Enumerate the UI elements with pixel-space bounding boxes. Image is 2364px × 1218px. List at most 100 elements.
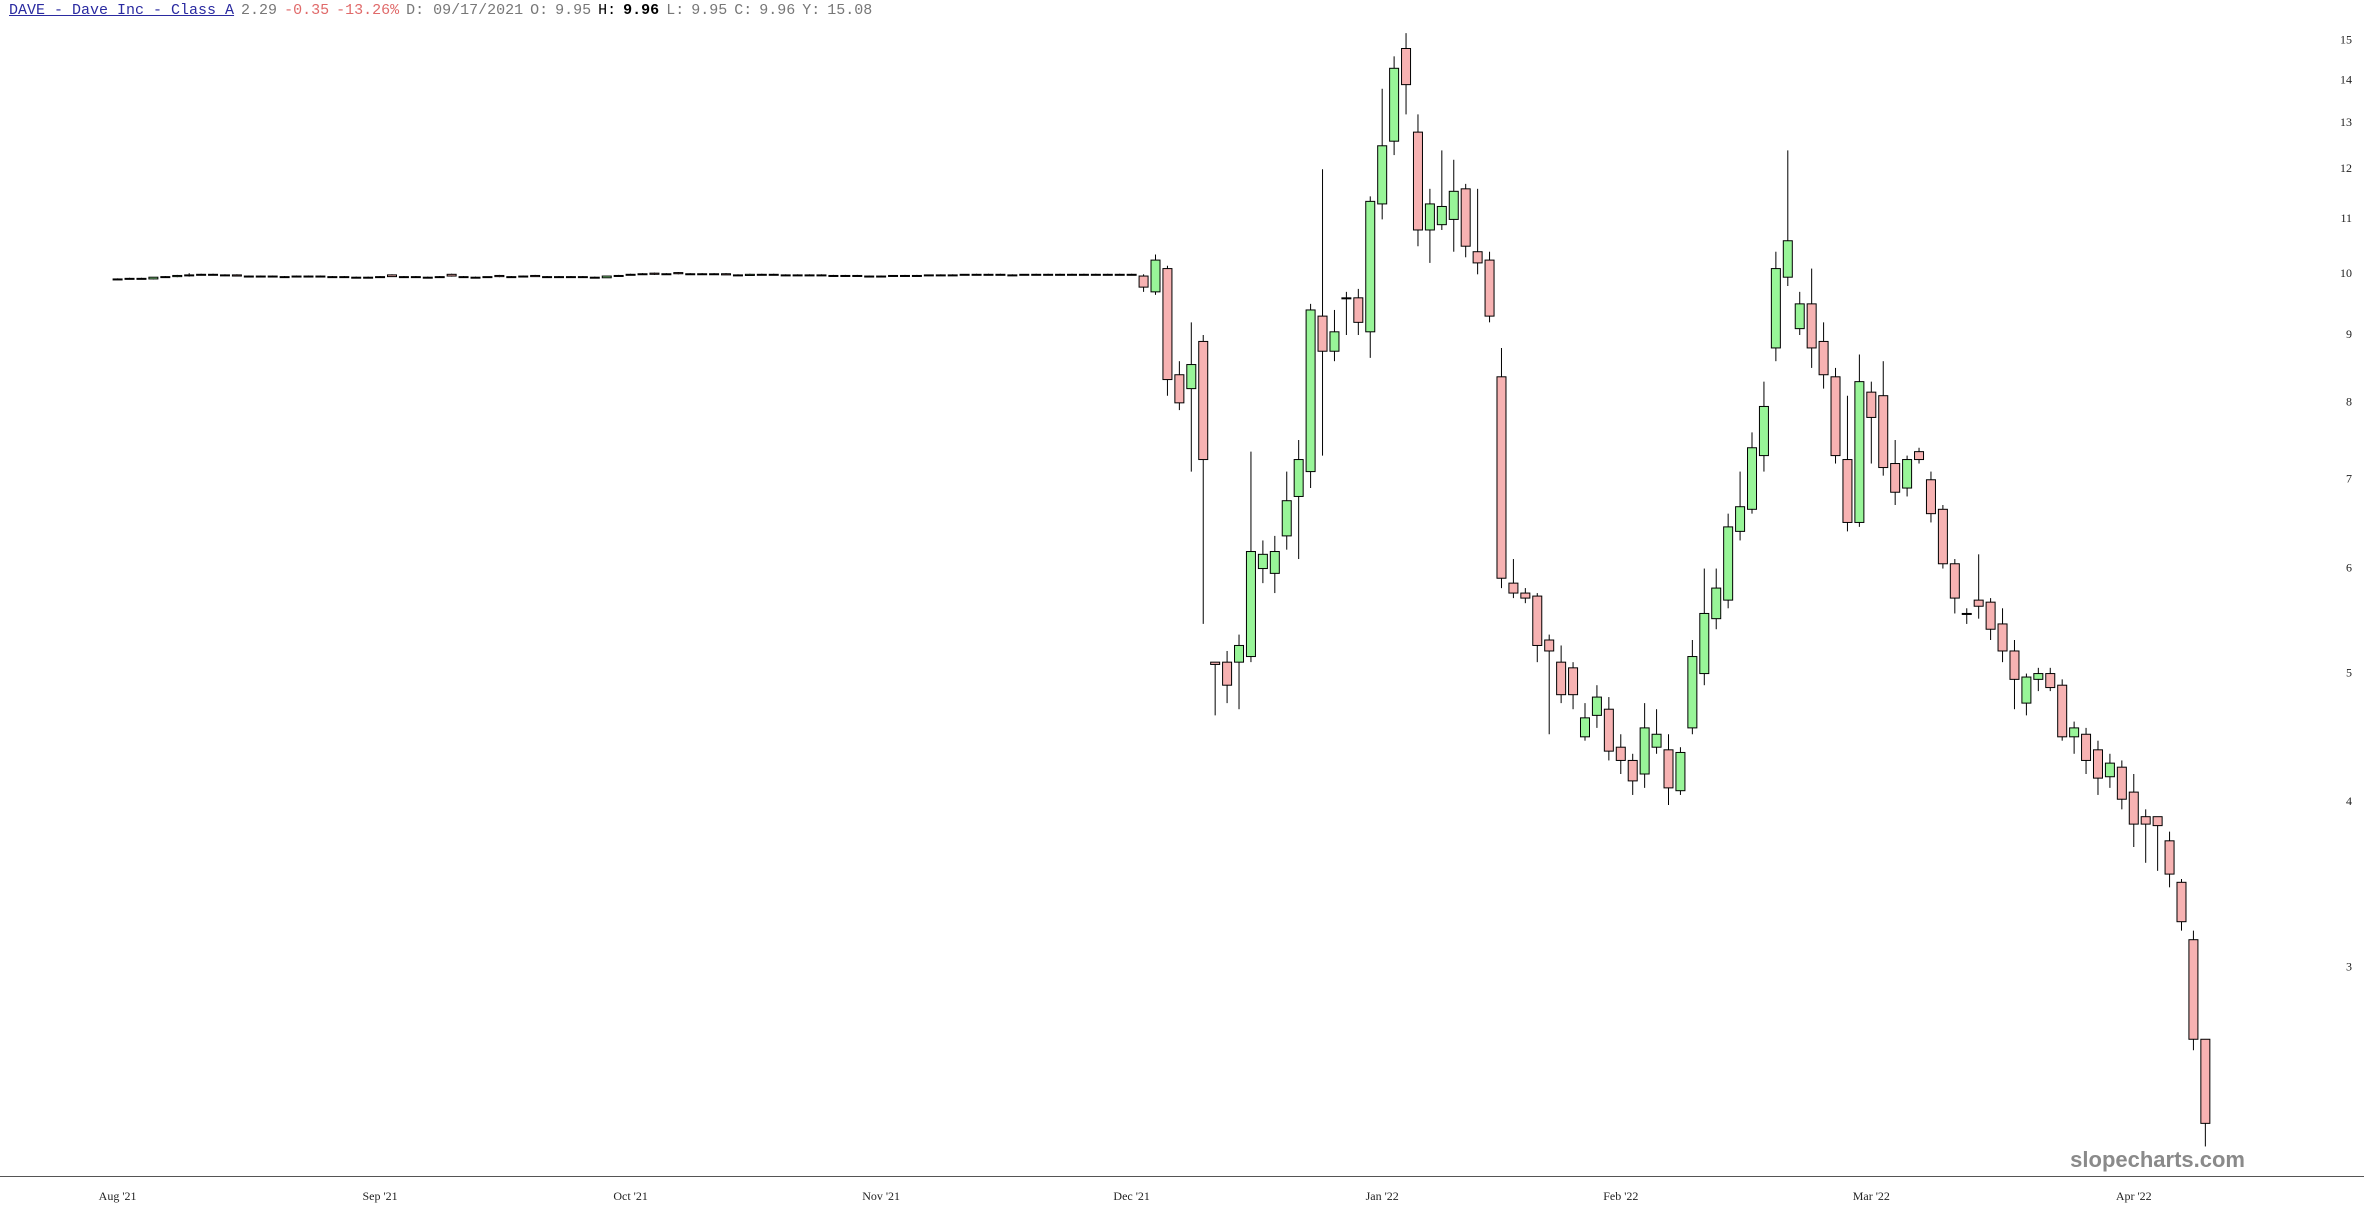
candle-body	[1961, 612, 1972, 615]
candle-body	[339, 276, 350, 279]
candle-body	[386, 274, 397, 278]
candle-body	[876, 275, 887, 278]
candle-body	[1556, 661, 1567, 696]
candle-body	[613, 274, 624, 277]
change: -0.35	[284, 2, 330, 19]
candle-body	[196, 273, 207, 276]
candle-body	[2081, 733, 2092, 761]
low-label: L:	[666, 2, 685, 19]
y-tick-label: 15	[2340, 33, 2352, 47]
candle-body	[2152, 816, 2163, 827]
open-value: 9.95	[555, 2, 592, 19]
candle-body	[1675, 751, 1686, 792]
candle-body	[601, 275, 612, 279]
candle-body	[1019, 273, 1030, 276]
candle-body	[1544, 639, 1555, 652]
candle-body	[888, 274, 899, 277]
candle-body	[2092, 749, 2103, 779]
watermark: slopecharts.com	[2070, 1147, 2245, 1172]
candle-body	[1198, 340, 1209, 461]
candle-body	[2116, 766, 2127, 800]
candle-body	[184, 274, 195, 277]
candle-body	[1401, 47, 1412, 86]
candle-body	[1353, 297, 1364, 323]
candle-body	[1496, 376, 1507, 579]
candle-body	[1222, 661, 1233, 686]
x-tick-label: Nov '21	[862, 1189, 900, 1203]
candle-body	[458, 276, 469, 279]
candle-body	[1424, 203, 1435, 231]
candle-body	[1985, 601, 1996, 630]
candle-body	[983, 273, 994, 276]
candle-body	[2128, 791, 2139, 825]
candle-body	[2057, 684, 2068, 738]
candle-body	[1150, 259, 1161, 293]
candle-body	[1770, 268, 1781, 349]
candle-body	[160, 276, 171, 279]
candle-body	[398, 276, 409, 279]
symbol-link[interactable]: DAVE - Dave Inc - Class A	[9, 2, 235, 19]
candle-body	[518, 275, 529, 278]
candle-body	[446, 273, 457, 277]
candle-body	[1269, 551, 1280, 574]
candle-body	[1806, 303, 1817, 349]
y-tick-label: 14	[2340, 72, 2352, 86]
candle-body	[124, 277, 135, 280]
candle-body	[1902, 459, 1913, 489]
x-tick-label: Sep '21	[362, 1189, 397, 1203]
candle-body	[732, 274, 743, 277]
candle-body	[1794, 303, 1805, 330]
candle-body	[911, 274, 922, 277]
candle-body	[1925, 479, 1936, 515]
candle-body	[625, 273, 636, 276]
candle-body	[1830, 376, 1841, 457]
x-tick-label: Mar '22	[1853, 1189, 1890, 1203]
candle-body	[1078, 273, 1089, 276]
candle-body	[1341, 297, 1352, 300]
candle-body	[2140, 816, 2151, 825]
y-tick-label: 6	[2346, 560, 2352, 574]
candle-body	[1329, 331, 1340, 352]
candle-body	[470, 276, 481, 279]
x-tick-label: Feb '22	[1603, 1189, 1638, 1203]
y-tick-label: 4	[2346, 794, 2352, 808]
prev-value: 15.08	[827, 2, 873, 19]
candle-body	[1508, 582, 1519, 594]
candle-body	[1162, 268, 1173, 381]
change-pct: -13.26%	[336, 2, 400, 19]
candle-body	[577, 276, 588, 279]
candle-body	[1890, 463, 1901, 493]
candle-body	[1579, 717, 1590, 738]
candle-body	[2188, 939, 2199, 1040]
candle-body	[816, 274, 827, 277]
candle-body	[1937, 508, 1948, 565]
candle-body	[303, 275, 314, 278]
candle-body	[709, 273, 720, 276]
x-tick-label: Aug '21	[99, 1189, 137, 1203]
candle-body	[1603, 708, 1614, 752]
candle-body	[1281, 500, 1292, 537]
candle-body	[2033, 673, 2044, 680]
candle-body	[792, 274, 803, 277]
candle-body	[542, 276, 553, 279]
candle-body	[1747, 447, 1758, 510]
y-tick-label: 8	[2346, 395, 2352, 409]
candle-body	[1484, 259, 1495, 317]
candle-body	[1412, 131, 1423, 231]
candle-body	[685, 273, 696, 276]
y-tick-label: 13	[2340, 115, 2352, 129]
candle-body	[1114, 273, 1125, 276]
candle-body	[1699, 612, 1710, 675]
candle-body	[1186, 364, 1197, 390]
candle-body	[1663, 749, 1674, 789]
candle-body	[255, 275, 266, 278]
candle-body	[1723, 526, 1734, 601]
candle-body	[279, 276, 290, 279]
candle-body	[935, 274, 946, 277]
candle-body	[1317, 315, 1328, 352]
close-label: C:	[734, 2, 753, 19]
candle-body	[1305, 309, 1316, 473]
candle-body	[840, 274, 851, 277]
candle-body	[2021, 676, 2032, 704]
